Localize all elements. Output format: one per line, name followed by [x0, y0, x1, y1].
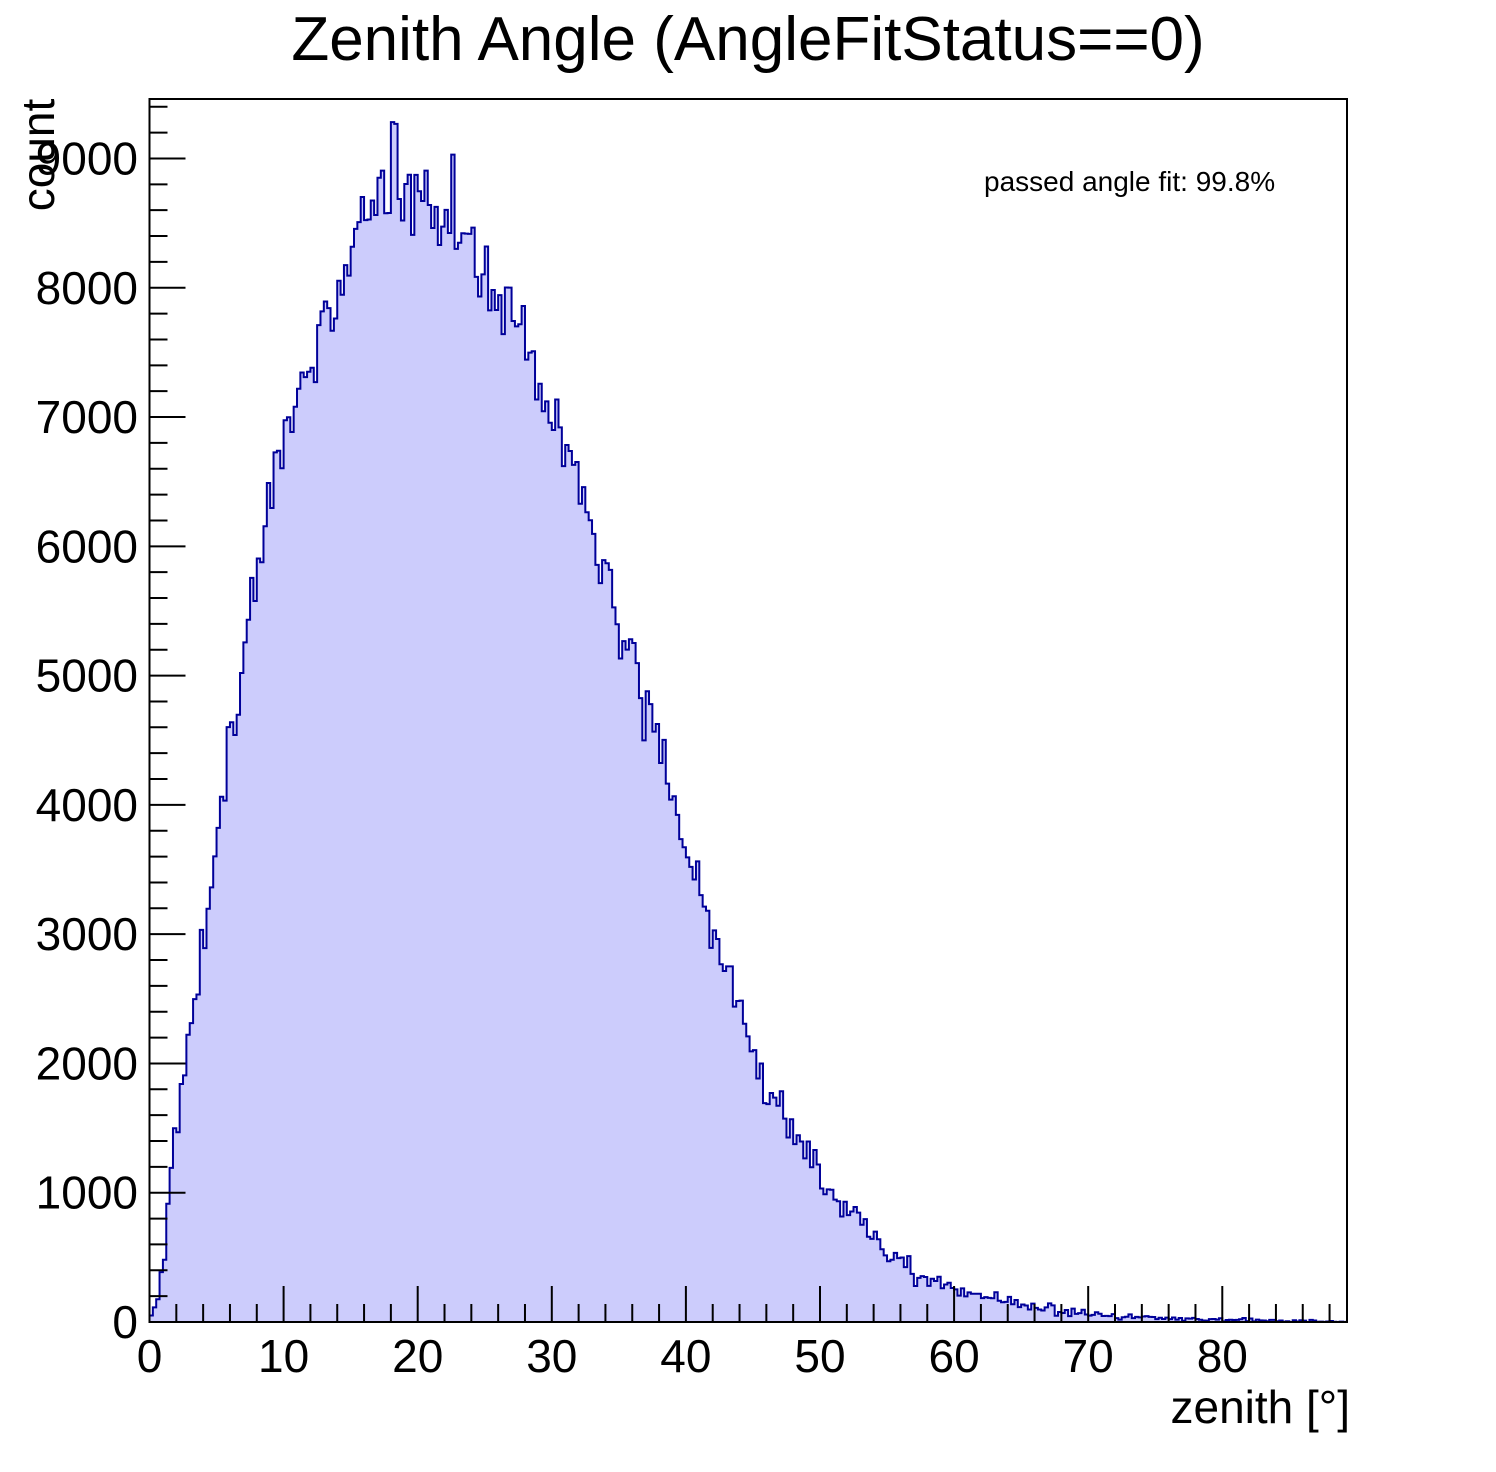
- y-tick-label: 1000: [36, 1167, 138, 1219]
- y-tick-label: 5000: [36, 650, 138, 702]
- x-tick-label: 70: [1063, 1330, 1114, 1382]
- x-tick-label: 10: [258, 1330, 309, 1382]
- x-tick-label: 30: [526, 1330, 577, 1382]
- x-tick-label: 50: [794, 1330, 845, 1382]
- chart-title: Zenith Angle (AngleFitStatus==0): [291, 5, 1205, 74]
- x-tick-label: 0: [137, 1330, 163, 1382]
- x-tick-label: 60: [929, 1330, 980, 1382]
- x-tick-label: 20: [392, 1330, 443, 1382]
- y-tick-label: 3000: [36, 908, 138, 960]
- x-tick-label: 80: [1197, 1330, 1248, 1382]
- y-tick-label: 8000: [36, 262, 138, 314]
- histogram-outline: [148, 121, 1348, 1323]
- y-tick-label: 4000: [36, 779, 138, 831]
- y-tick-label: 0: [112, 1296, 138, 1348]
- y-tick-label: 7000: [36, 391, 138, 443]
- plot-frame: [148, 98, 1348, 1323]
- y-tick-label: 9000: [36, 132, 138, 184]
- x-tick-label: 40: [660, 1330, 711, 1382]
- x-axis-title: zenith [°]: [1170, 1381, 1351, 1433]
- passed-angle-fit-annotation: passed angle fit: 99.8%: [984, 166, 1276, 197]
- y-tick-label: 2000: [36, 1037, 138, 1089]
- y-tick-label: 6000: [36, 520, 138, 572]
